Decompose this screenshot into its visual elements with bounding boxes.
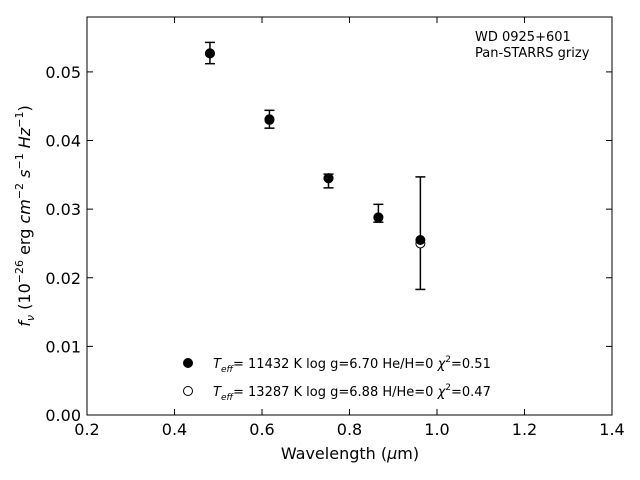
annotation-survey-name: Pan-STARRS grizy	[475, 46, 590, 61]
y-tick-label: 0.02	[45, 269, 81, 288]
axes: 0.2 0.4 0.6 0.8 1.0 1.2 1.4 0.00 0.01 0.02 0.03 0.0…	[45, 16, 625, 439]
y-tick-label: 0.03	[45, 200, 81, 219]
legend: Teff= 11432 K log g=6.70 He/H=0 χ2=0.51 …	[183, 355, 491, 403]
annotation-object-name: WD 0925+601	[475, 30, 571, 45]
data-point-filled	[373, 212, 384, 223]
x-tick-label: 0.2	[74, 420, 99, 439]
x-axis-label: Wavelength (μm)	[281, 444, 419, 463]
y-tick-label: 0.04	[45, 132, 81, 151]
legend-marker-filled	[183, 358, 193, 368]
y-tick-label: 0.00	[45, 406, 81, 425]
x-tick-label: 1.0	[424, 420, 449, 439]
data-point-filled	[323, 173, 334, 184]
y-tick-label: 0.05	[45, 63, 81, 82]
legend-marker-open	[183, 386, 193, 396]
x-tick-label: 1.4	[599, 420, 624, 439]
legend-entry-1: Teff= 11432 K log g=6.70 He/H=0 χ2=0.51	[213, 355, 491, 375]
x-tick-label: 0.4	[162, 420, 187, 439]
x-tick-label: 0.8	[337, 420, 362, 439]
y-tick-label: 0.01	[45, 337, 81, 356]
data-point-filled	[204, 48, 215, 59]
plot-frame	[86, 16, 613, 416]
x-tick-label: 0.6	[249, 420, 274, 439]
legend-entry-2: Teff= 13287 K log g=6.88 H/He=0 χ2=0.47	[213, 383, 491, 403]
data-layer	[204, 41, 426, 291]
y-axis-label: fν (10−26 erg cm−2 s−1 Hz−1)	[13, 105, 37, 326]
data-point-filled	[415, 235, 426, 246]
data-point-filled	[264, 114, 275, 125]
x-tick-label: 1.2	[512, 420, 537, 439]
